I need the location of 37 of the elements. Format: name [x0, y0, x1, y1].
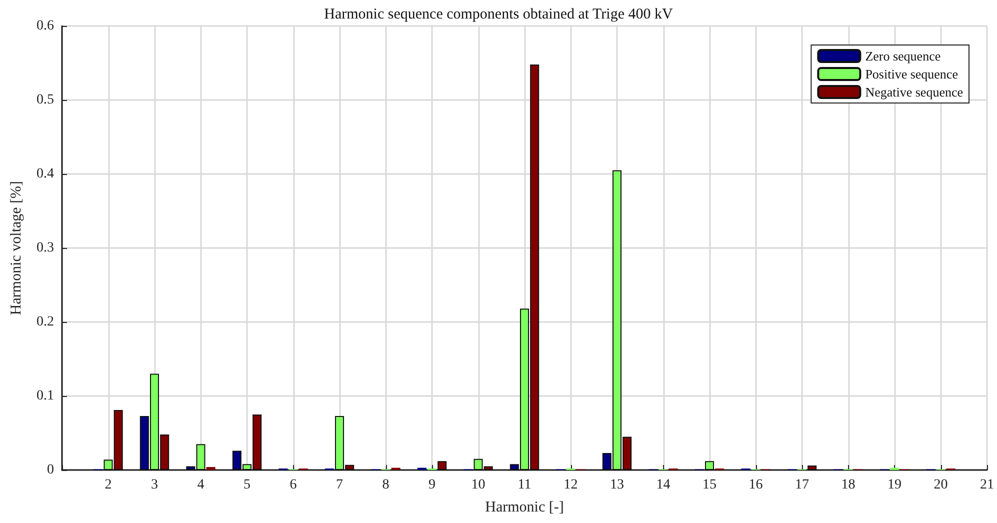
- x-axis-title: Harmonic [-]: [485, 500, 564, 516]
- y-tick-label: 0.1: [36, 388, 54, 404]
- x-tick-label: 19: [888, 478, 902, 492]
- x-tick-label: 12: [564, 478, 578, 492]
- bar: [206, 467, 216, 470]
- x-tick-label: 10: [471, 478, 486, 492]
- legend-label: Negative sequence: [865, 84, 964, 100]
- x-tick-label: 20: [934, 478, 948, 492]
- bar: [438, 461, 447, 470]
- x-tick-label: 8: [382, 478, 390, 492]
- bar: [705, 461, 714, 470]
- y-tick-label: 0.3: [36, 240, 54, 256]
- x-tick-label: 5: [244, 478, 250, 492]
- x-tick-label: 13: [610, 478, 624, 492]
- x-tick-label: 7: [336, 478, 343, 492]
- x-tick-label: 14: [656, 478, 670, 492]
- x-tick-label: 6: [290, 478, 297, 492]
- chart-title: Harmonic sequence components obtained at Trige 400 kV: [324, 6, 673, 22]
- y-tick-label: 0: [47, 462, 54, 478]
- x-tick-label: 3: [151, 478, 158, 492]
- y-tick-label: 0.2: [36, 314, 54, 330]
- x-tick-label: 9: [428, 478, 436, 492]
- x-tick-label: 15: [702, 478, 716, 492]
- x-tick-label: 16: [748, 478, 763, 492]
- x-tick-label: 11: [518, 478, 532, 492]
- y-tick-label: 0.6: [36, 18, 54, 34]
- x-tick-label: 4: [197, 478, 204, 492]
- x-tick-label: 21: [980, 478, 994, 492]
- x-tick-label: 2: [104, 478, 112, 492]
- y-tick-label: 0.4: [36, 166, 54, 182]
- bar: [808, 466, 817, 470]
- y-tick-label: 0.5: [36, 92, 54, 108]
- y-axis-title: Harmonic voltage [%]: [8, 180, 24, 316]
- x-tick-label: 18: [841, 478, 856, 492]
- x-tick-label: 17: [795, 478, 809, 492]
- legend-label: Positive sequence: [865, 66, 958, 82]
- legend-label: Zero sequence: [865, 48, 941, 64]
